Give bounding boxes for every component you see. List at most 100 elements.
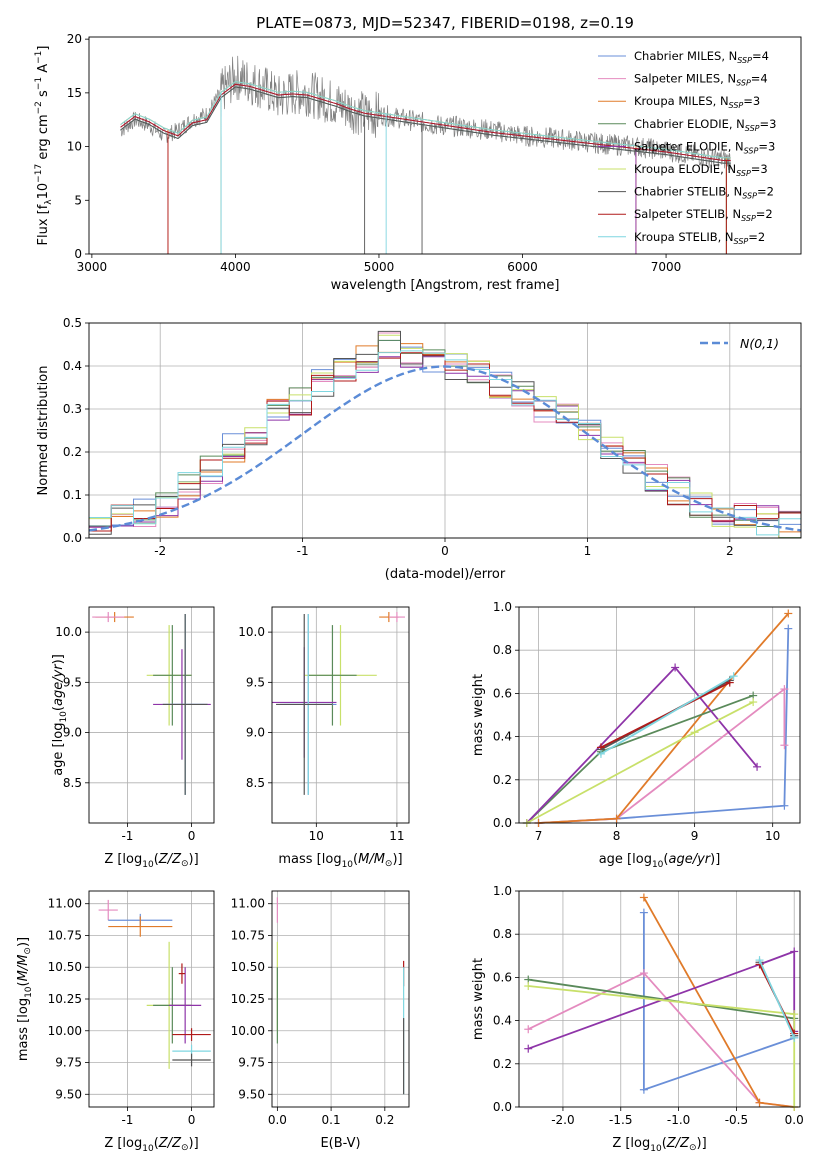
- legend-count: =3: [758, 139, 775, 153]
- weight-line: [527, 950, 796, 1050]
- y-axis-label: mass [log10(M/M⊙)]: [16, 937, 34, 1061]
- tick-label-y: 10.00: [231, 1024, 265, 1038]
- model-spectrum-line: [120, 81, 731, 254]
- x-axis-label-part: 10: [650, 1144, 662, 1154]
- weight-line: [538, 612, 789, 824]
- x-axis-label-part: Z/Z: [158, 1136, 182, 1151]
- y-axis-label-part: ]: [36, 46, 51, 51]
- tick-label-y: 0: [74, 247, 82, 261]
- x-axis-label: (data-model)/error: [385, 567, 506, 582]
- axes-frame: [88, 890, 215, 1108]
- tick-label-x: 0: [188, 829, 196, 843]
- x-axis-label-part: age/yr: [668, 852, 711, 867]
- y-axis-label-part: (: [16, 981, 31, 986]
- tick-label-y: 1.0: [493, 600, 512, 614]
- tick-label-y: 0.0: [493, 1100, 512, 1114]
- x-axis-label-part: (: [154, 852, 159, 867]
- normal-curve: [89, 365, 801, 532]
- weight-line: [526, 701, 754, 824]
- x-axis-label-part: )]: [710, 852, 720, 867]
- tick-label-y: 0.6: [493, 686, 512, 700]
- x-axis-label-part: Z/Z: [666, 1136, 690, 1151]
- tick-label-y: 8.5: [63, 776, 82, 790]
- tick-label-y: 9.5: [246, 675, 265, 689]
- weight-line: [528, 978, 795, 1020]
- tick-label-x: 0: [188, 1113, 196, 1127]
- tick-label-y: 10.75: [48, 928, 82, 942]
- histogram-lines: [89, 330, 801, 538]
- legend-subscript: SSP: [742, 192, 757, 201]
- tick-label-x: 7: [535, 829, 543, 843]
- weight-line: [600, 675, 735, 755]
- x-axis-label-part: (: [154, 1136, 159, 1151]
- y-axis-label-part: (: [51, 706, 66, 711]
- y-axis-label-part: )]: [16, 937, 31, 947]
- x-axis-label-part: 10: [142, 860, 154, 870]
- panel-weight_vs_Z: -2.0 -1.5 -1.0 -0.5 0.0 0.0 0.2 0.4 0.6 0.8 1.0 Z […: [471, 884, 804, 1154]
- tick-label-y: 0.2: [493, 773, 512, 787]
- tick-label-x: 4000: [220, 260, 251, 274]
- tick-label-x: 2: [726, 544, 734, 558]
- tick-label-x: -1.5: [609, 1113, 632, 1127]
- x-axis-label-part: 10: [652, 860, 664, 870]
- tick-label-y: 9.5: [63, 675, 82, 689]
- tick-label-y: 0.8: [493, 643, 512, 657]
- y-axis-label-part: age/yr: [51, 663, 66, 706]
- panel-spectrum: 3000 4000 5000 6000 7000 0 5 10 15 20 wavelength […: [34, 32, 802, 293]
- tick-label-x: 0.0: [268, 1113, 287, 1127]
- legend-count: =3: [760, 117, 777, 131]
- tick-label-y: 9.75: [238, 1056, 265, 1070]
- model-spectrum-line: [120, 86, 731, 254]
- axes-frame: [271, 890, 410, 1108]
- y-axis-label: Normed distribution: [36, 366, 51, 496]
- histogram-step: [89, 350, 801, 536]
- tick-label-x: -2.0: [551, 1113, 574, 1127]
- tick-label-y: 0.3: [63, 402, 82, 416]
- x-axis-label: wavelength [Angstrom, rest frame]: [331, 278, 560, 293]
- tick-label-y: 9.75: [55, 1056, 82, 1070]
- tick-label-y: 10.50: [231, 960, 265, 974]
- spectrum-lines: [120, 55, 731, 254]
- x-axis-label-part: ⊙: [689, 1143, 697, 1153]
- tick-label-y: 10.25: [231, 992, 265, 1006]
- tick-label-y: 15: [67, 86, 82, 100]
- legend-count: =4: [751, 72, 768, 86]
- tick-label-x: -2: [154, 544, 166, 558]
- panel-mass_vs_ebv: 0.0 0.1 0.2 9.50 9.75 10.00 10.25 10.50 10.75 11.…: [231, 890, 410, 1151]
- legend-count: =3: [751, 162, 768, 176]
- tick-label-x: 3000: [77, 260, 108, 274]
- tick-label-y: 9.0: [246, 726, 265, 740]
- y-axis-label-part: 10: [24, 986, 34, 998]
- tick-label-y: 0.4: [493, 730, 512, 744]
- tick-label-y: 0.5: [63, 316, 82, 330]
- x-axis-label-part: M/M: [358, 852, 385, 867]
- x-axis-label-part: (: [662, 1136, 667, 1151]
- x-axis-label: age [log10(age/yr)]: [599, 852, 721, 870]
- x-axis-label: Z [log10(Z/Z⊙)]: [612, 1136, 706, 1154]
- tick-label-x: 7000: [651, 260, 682, 274]
- tick-label-x: 0.0: [785, 1113, 804, 1127]
- legend-entry: Kroupa STELIB, NSSP=2: [634, 230, 765, 246]
- x-axis-label-part: 10: [142, 1144, 154, 1154]
- y-axis-label-part: λ: [44, 199, 54, 205]
- x-axis-label-part: )]: [189, 852, 199, 867]
- y-axis-label-part: A: [36, 64, 51, 77]
- y-axis-label-part: 10: [36, 183, 51, 200]
- x-axis-label-part: ⊙: [385, 859, 393, 869]
- weight-line: [527, 971, 795, 1108]
- tick-label-y: 10: [67, 140, 82, 154]
- x-axis-label-part: ⊙: [181, 1143, 189, 1153]
- tick-label-x: 5000: [364, 260, 395, 274]
- tick-label-y: 10.00: [48, 1024, 82, 1038]
- tick-label-x: -1: [121, 1113, 133, 1127]
- axes-frame: [518, 606, 801, 824]
- tick-label-y: 0.0: [493, 816, 512, 830]
- tick-label-x: -1: [297, 544, 309, 558]
- model-spectrum-line: [120, 83, 731, 254]
- x-axis-label-part: Z/Z: [158, 852, 182, 867]
- x-axis-label-part: (: [353, 852, 358, 867]
- tick-label-y: 5: [74, 193, 82, 207]
- legend-subscript: SSP: [736, 169, 751, 178]
- y-axis-label-part: −17: [34, 164, 44, 183]
